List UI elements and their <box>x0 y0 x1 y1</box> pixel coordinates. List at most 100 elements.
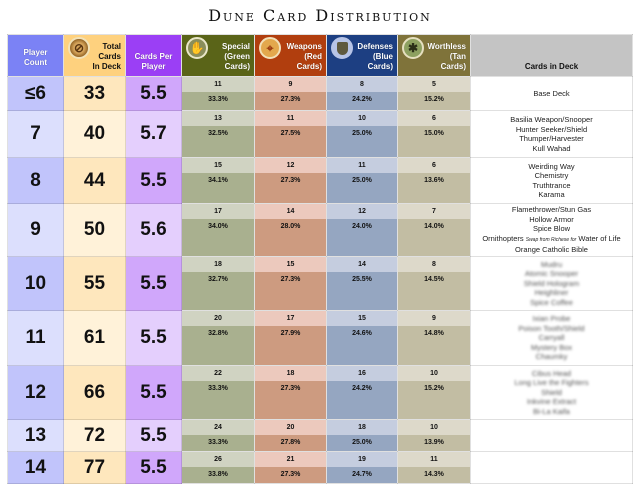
worthless-percent: 15.2% <box>398 381 470 419</box>
special-count: 11 <box>182 77 254 92</box>
card-name: Orange Catholic Bible <box>515 245 588 255</box>
worthless-percent: 14.5% <box>398 272 470 310</box>
cards-per-player: 5.5 <box>125 310 182 366</box>
defenses-count: 10 <box>327 111 397 126</box>
worthless-count: 6 <box>398 158 470 173</box>
special-percent: 32.5% <box>182 126 254 157</box>
special-cell: 13 32.5% <box>181 110 255 158</box>
worthless-percent: 15.2% <box>398 92 470 110</box>
defenses-percent: 24.2% <box>327 381 397 419</box>
table-row: 11 61 5.5 20 32.8% 17 27.9% 15 24.6% <box>7 310 633 366</box>
distribution-table: Player Count ⊘ Total Cards In Deck Cards… <box>7 34 633 484</box>
card-name: Shield <box>541 387 562 397</box>
weapons-cell: 9 27.3% <box>254 76 327 111</box>
card-name: Flamethrower/Stun Gas <box>511 205 592 215</box>
cards-in-deck-cell: Cibus Head Long Live the Fighters Shield In… <box>470 365 633 420</box>
weapons-percent: 27.3% <box>255 92 326 110</box>
cards-in-deck-cell <box>470 451 633 484</box>
cards-per-player: 5.6 <box>125 203 182 257</box>
card-name: Atomic Snooper <box>524 269 579 279</box>
header-total-cards: ⊘ Total Cards In Deck <box>63 34 126 77</box>
weapons-percent: 27.3% <box>255 272 326 310</box>
crosshair-icon: ⌖ <box>259 37 281 59</box>
weapons-cell: 12 27.3% <box>254 157 327 204</box>
card-name: Cibus Head <box>531 368 572 378</box>
defenses-cell: 15 24.6% <box>326 310 398 366</box>
table-row: 7 40 5.7 13 32.5% 11 27.5% 10 25.0% <box>7 110 633 158</box>
defenses-cell: 14 25.5% <box>326 256 398 311</box>
defenses-percent: 24.2% <box>327 92 397 110</box>
weapons-count: 17 <box>255 311 326 326</box>
card-name: Mystery Box <box>530 342 573 352</box>
special-cell: 11 33.3% <box>181 76 255 111</box>
header-defenses: Defenses (Blue Cards) <box>326 34 398 77</box>
header-special: ✋ Special (Green Cards) <box>181 34 255 77</box>
special-count: 17 <box>182 204 254 219</box>
table-row: ≤6 33 5.5 11 33.3% 9 27.3% 8 24.2% <box>7 76 633 111</box>
weapons-percent: 27.5% <box>255 126 326 157</box>
weapons-count: 12 <box>255 158 326 173</box>
worthless-percent: 14.0% <box>398 219 470 256</box>
special-percent: 33.8% <box>182 467 254 483</box>
card-name: Basilia Weapon/Snooper <box>510 115 593 124</box>
weapons-percent: 28.0% <box>255 219 326 256</box>
weapons-cell: 15 27.3% <box>254 256 327 311</box>
card-name: Hollow Armor <box>529 214 574 224</box>
defenses-percent: 24.7% <box>327 467 397 483</box>
weapons-cell: 21 27.3% <box>254 451 327 484</box>
special-cell: 22 33.3% <box>181 365 255 420</box>
weapons-count: 20 <box>255 420 326 435</box>
special-count: 18 <box>182 257 254 272</box>
card-name: Ornithopters Swap from Richese for Water… <box>482 233 621 243</box>
defenses-percent: 25.5% <box>327 272 397 310</box>
worthless-count: 7 <box>398 204 470 219</box>
weapons-count: 11 <box>255 111 326 126</box>
defenses-percent: 25.0% <box>327 435 397 451</box>
special-cell: 17 34.0% <box>181 203 255 257</box>
table-row: 10 55 5.5 18 32.7% 15 27.3% 14 25.5% <box>7 256 633 311</box>
card-name: Chemistry <box>534 171 569 180</box>
cards-per-player: 5.5 <box>125 256 182 311</box>
defenses-cell: 11 25.0% <box>326 157 398 204</box>
worthless-percent: 15.0% <box>398 126 470 157</box>
total-cards: 72 <box>63 419 126 452</box>
cards-in-deck-cell: Weirding Way Chemistry Truthtrance Karama <box>470 157 633 204</box>
cards-in-deck-cell: Mudru Atomic Snooper Shield Hologram Heighl… <box>470 256 633 311</box>
special-count: 22 <box>182 366 254 381</box>
total-cards: 55 <box>63 256 126 311</box>
total-cards: 61 <box>63 310 126 366</box>
header-cards-in-deck: Cards in Deck <box>470 34 633 77</box>
hand-icon: ✋ <box>186 37 208 59</box>
worthless-percent: 14.8% <box>398 326 470 365</box>
defenses-percent: 24.0% <box>327 219 397 256</box>
special-cell: 20 32.8% <box>181 310 255 366</box>
special-count: 24 <box>182 420 254 435</box>
defenses-cell: 8 24.2% <box>326 76 398 111</box>
worthless-cell: 11 14.3% <box>397 451 471 484</box>
special-percent: 34.1% <box>182 173 254 203</box>
defenses-count: 11 <box>327 158 397 173</box>
card-name: Chaumky <box>535 352 568 362</box>
special-percent: 32.7% <box>182 272 254 310</box>
worthless-cell: 10 13.9% <box>397 419 471 452</box>
card-name: Truthtrance <box>532 180 571 190</box>
defenses-count: 18 <box>327 420 397 435</box>
card-name: Spice Blow <box>532 224 571 234</box>
cards-in-deck-cell <box>470 419 633 452</box>
special-cell: 15 34.1% <box>181 157 255 204</box>
cards-per-player: 5.5 <box>125 76 182 111</box>
special-percent: 32.8% <box>182 326 254 365</box>
cards-per-player: 5.7 <box>125 110 182 158</box>
weapons-percent: 27.9% <box>255 326 326 365</box>
special-count: 13 <box>182 111 254 126</box>
defenses-percent: 24.6% <box>327 326 397 365</box>
total-cards: 33 <box>63 76 126 111</box>
worthless-count: 6 <box>398 111 470 126</box>
player-count: 14 <box>7 451 64 484</box>
card-name: Inkvine Extract <box>526 397 577 407</box>
defenses-cell: 19 24.7% <box>326 451 398 484</box>
card-name: Kull Wahad <box>532 143 571 153</box>
table-row: 14 77 5.5 26 33.8% 21 27.3% 19 24.7% <box>7 451 633 484</box>
weapons-percent: 27.3% <box>255 173 326 203</box>
defenses-cell: 10 25.0% <box>326 110 398 158</box>
